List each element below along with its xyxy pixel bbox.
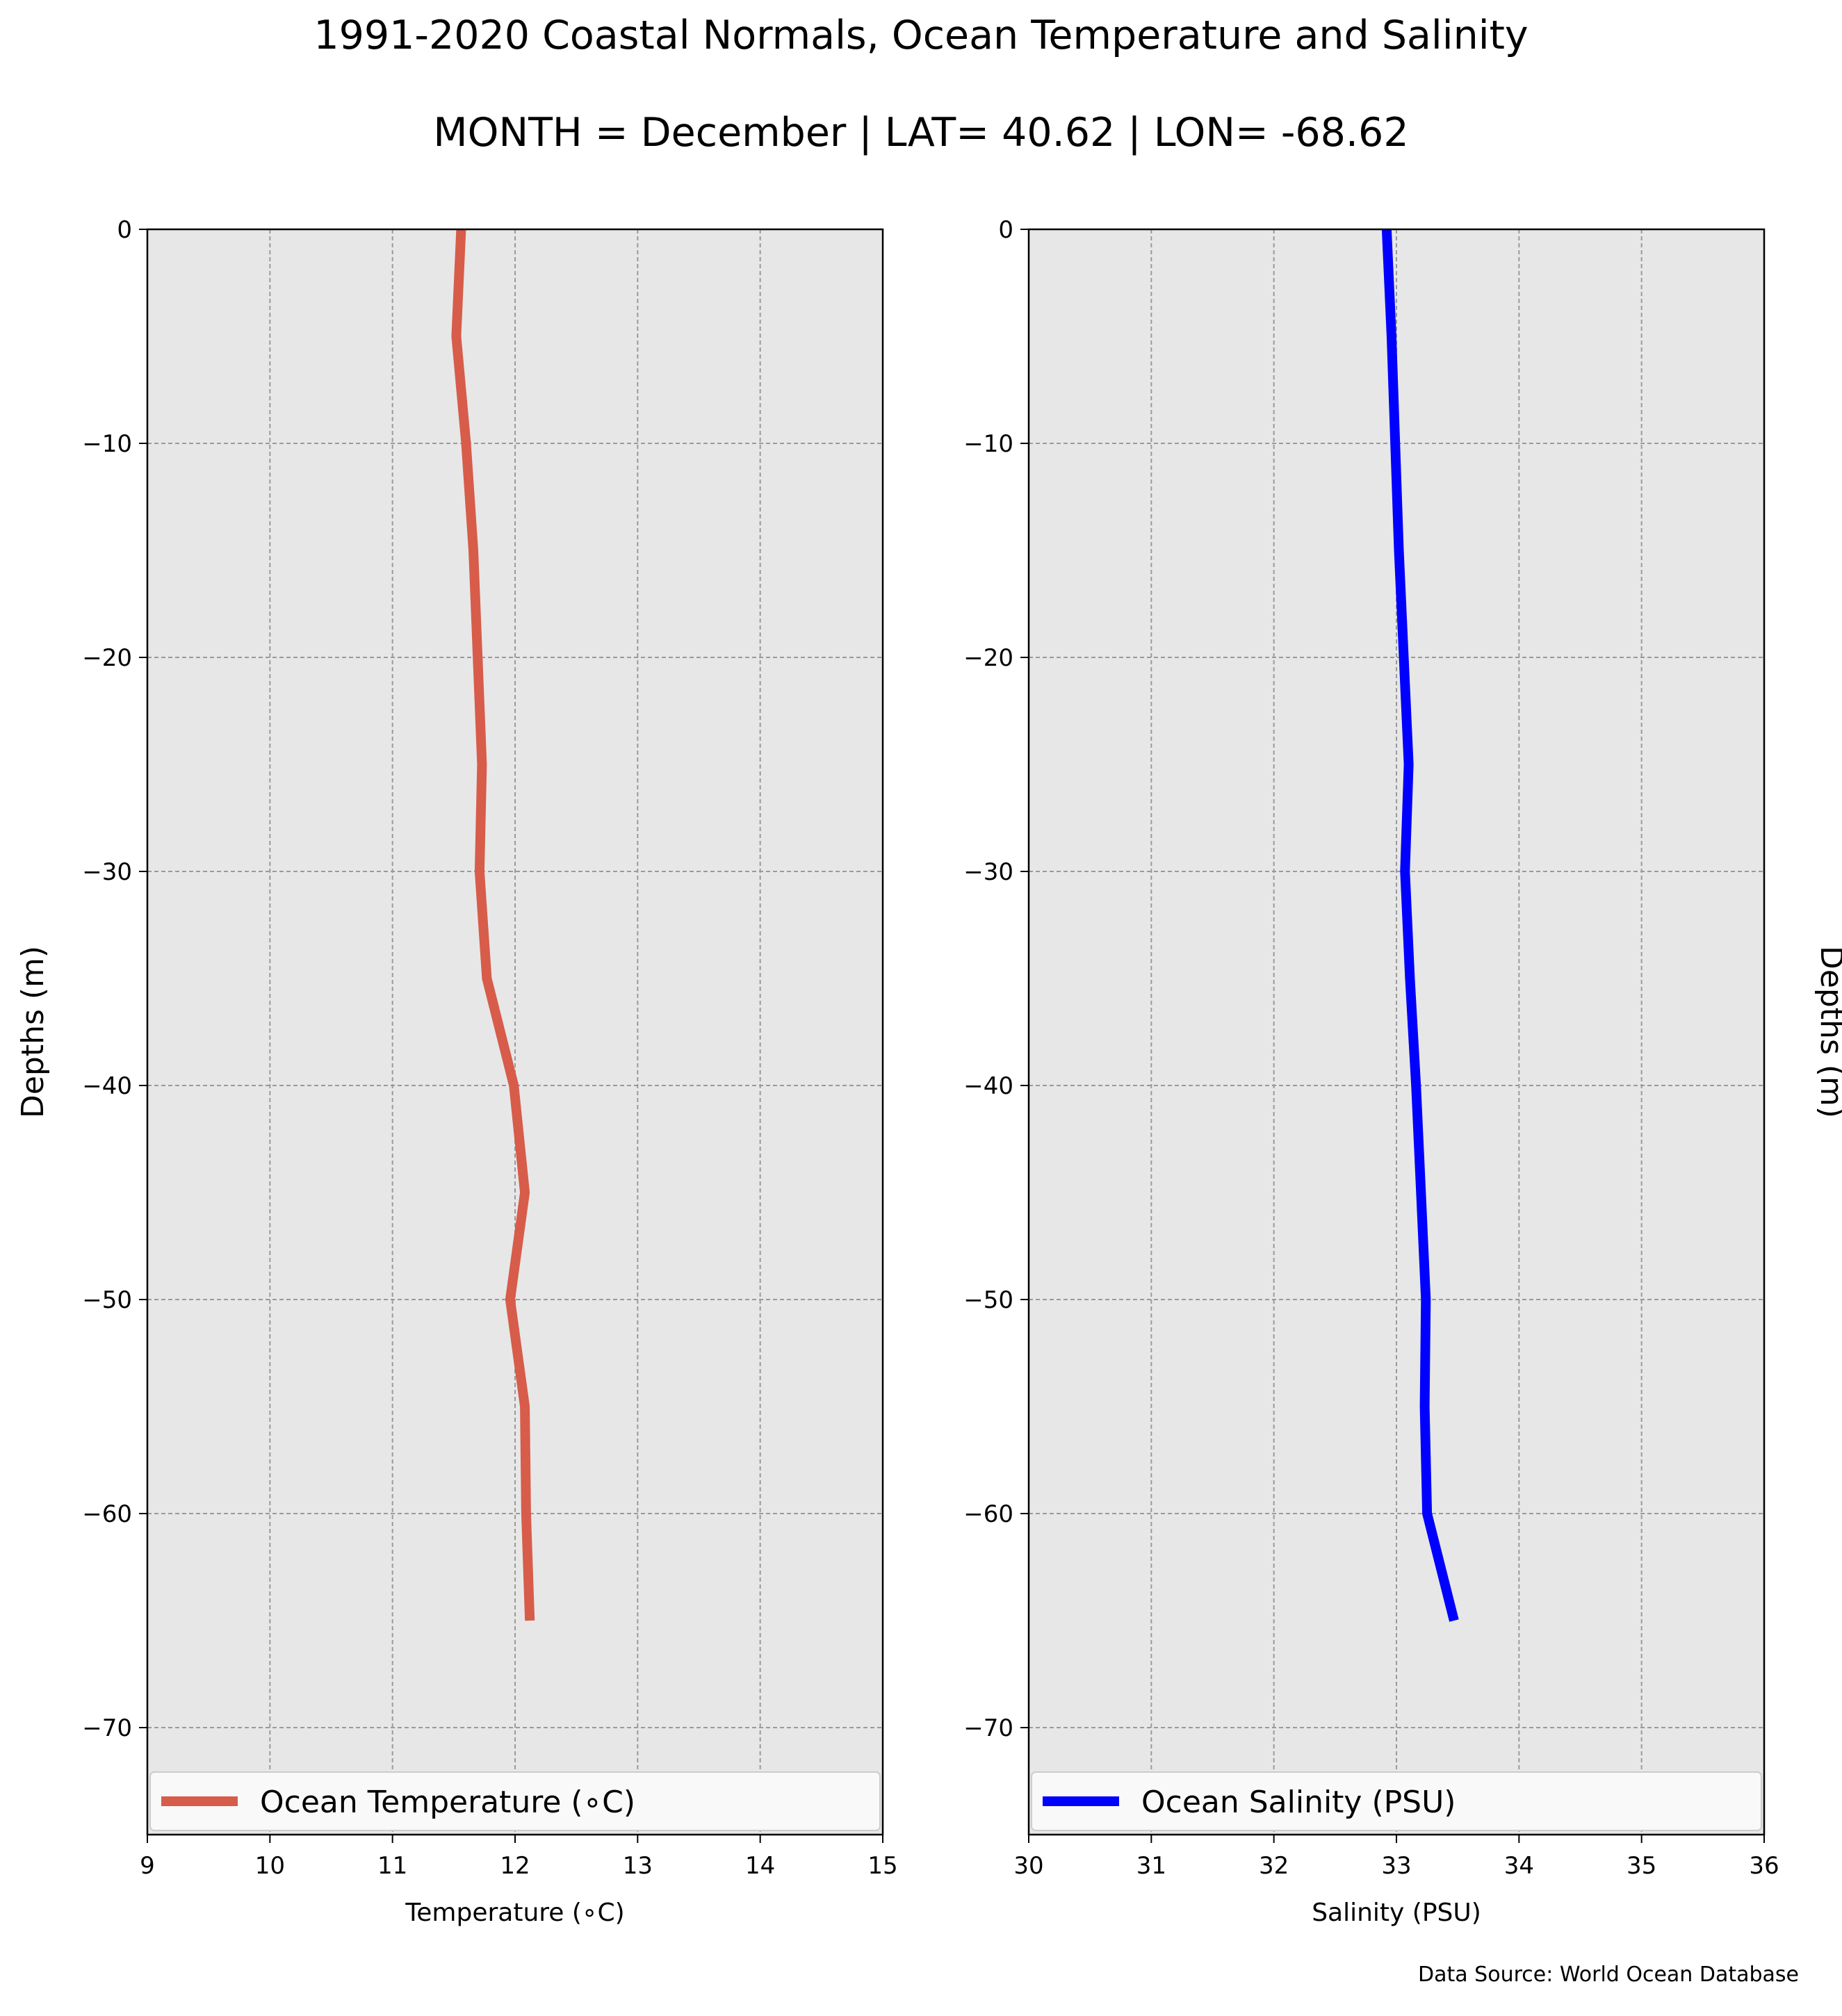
temperature-y-tick-label: −60 [82,1500,132,1528]
temperature-y-tick-label: −30 [82,858,132,886]
temperature-x-tick-label: 15 [867,1852,897,1880]
salinity-x-tick-label: 32 [1259,1852,1289,1880]
temperature-x-tick-label: 14 [745,1852,775,1880]
temperature-x-tick-label: 10 [255,1852,285,1880]
temperature-y-tick-label: −40 [82,1072,132,1100]
temperature-y-tick-label: −50 [82,1286,132,1314]
salinity-legend [1031,1771,1762,1831]
salinity-x-tick-label: 30 [1013,1852,1043,1880]
temperature-x-tick-label: 11 [377,1852,407,1880]
chart-title: 1991-2020 Coastal Normals, Ocean Tempera… [313,13,1529,58]
salinity-x-tick-label: 34 [1504,1852,1534,1880]
temperature-y-tick-label: −10 [82,430,132,458]
temperature-x-tick-label: 13 [623,1852,653,1880]
salinity-x-tick-label: 36 [1749,1852,1779,1880]
temperature-x-tick-label: 12 [500,1852,530,1880]
temperature-legend [149,1771,881,1831]
salinity-x-tick-label: 35 [1627,1852,1656,1880]
salinity-y-tick-label: −40 [963,1072,1013,1100]
salinity-y-tick-label: −20 [963,644,1013,672]
temperature-y-axis-label: Depths (m) [15,946,51,1118]
data-source-note: Data Source: World Ocean Database [1418,1962,1799,1987]
salinity-y-tick-label: −30 [963,858,1013,886]
salinity-x-tick-label: 31 [1136,1852,1166,1880]
chart-subtitle: MONTH = December | LAT= 40.62 | LON= -68… [433,110,1409,156]
salinity-y-tick-label: −10 [963,430,1013,458]
temperature-x-axis-label: Temperature (∘C) [405,1899,624,1927]
salinity-y-tick-label: −60 [963,1500,1013,1528]
salinity-y-axis-label: Depths (m) [1814,946,1842,1118]
salinity-legend-label: Ocean Salinity (PSU) [1141,1785,1456,1820]
temperature-series-line [451,229,535,1621]
salinity-y-tick-label: −70 [963,1714,1013,1742]
salinity-series-line [1381,229,1459,1622]
temperature-y-tick-label: −70 [82,1714,132,1742]
salinity-y-tick-label: −50 [963,1286,1013,1314]
salinity-y-tick-label: 0 [998,216,1013,244]
salinity-x-tick-label: 33 [1381,1852,1411,1880]
temperature-legend-label: Ocean Temperature (∘C) [260,1785,635,1820]
temperature-y-tick-label: 0 [117,216,132,244]
temperature-x-tick-label: 9 [140,1852,155,1880]
temperature-y-tick-label: −20 [82,644,132,672]
salinity-x-axis-label: Salinity (PSU) [1312,1899,1481,1927]
